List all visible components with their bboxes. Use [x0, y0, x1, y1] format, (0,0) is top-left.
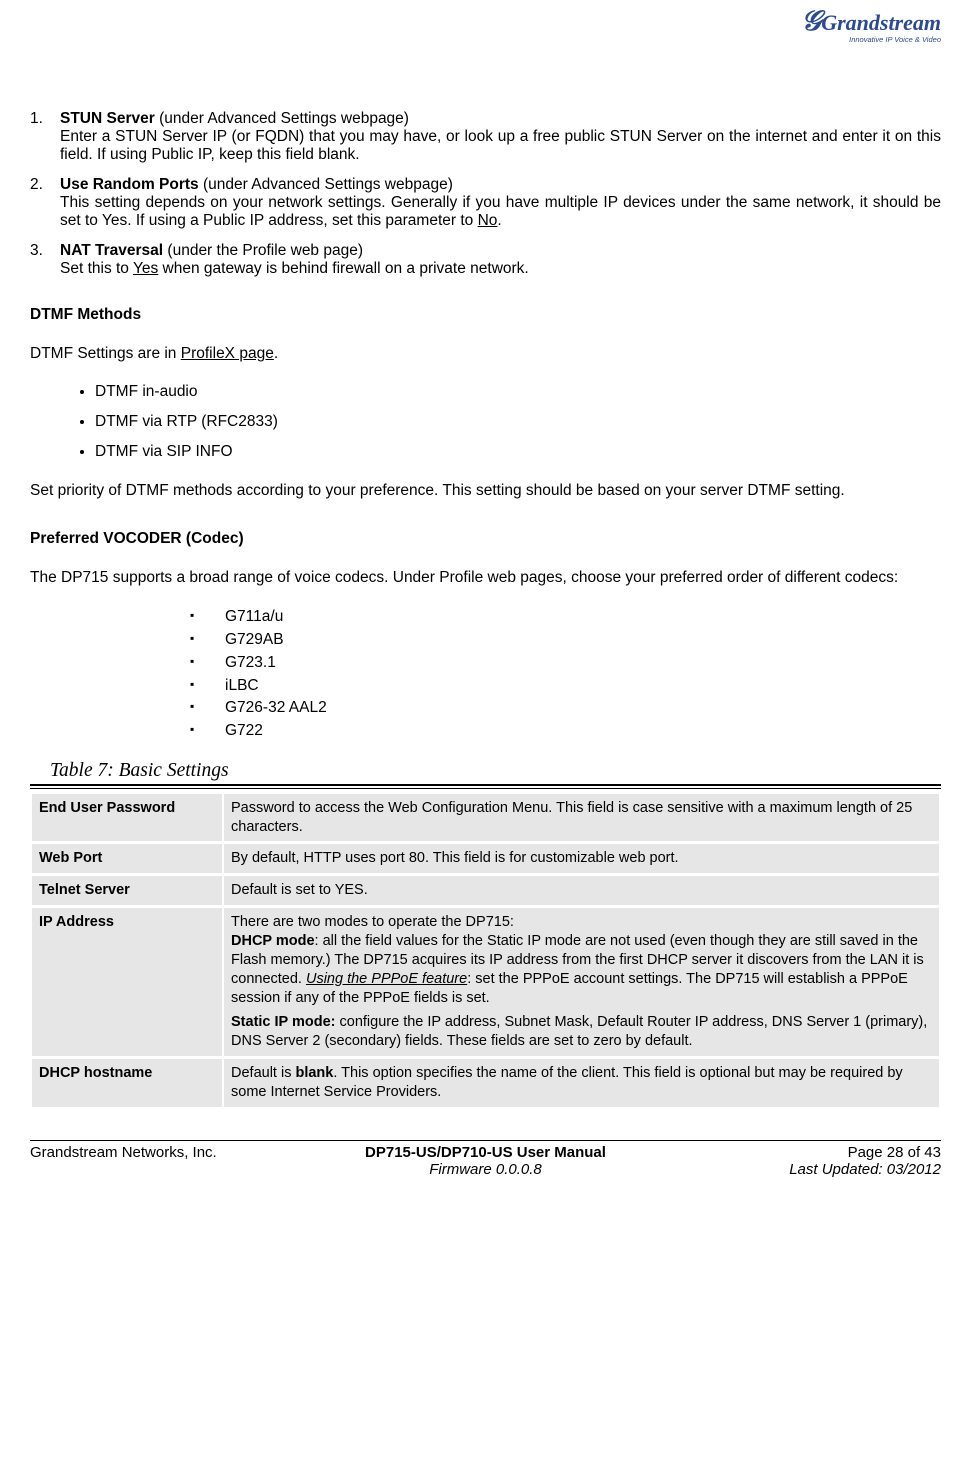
item-number: 1. [30, 110, 60, 128]
footer-company: Grandstream Networks, Inc. [30, 1144, 290, 1161]
footer-manual: DP715-US/DP710-US User Manual [290, 1144, 680, 1161]
item-title: NAT Traversal [60, 242, 163, 259]
logo-tagline: Innovative IP Voice & Video [801, 35, 941, 44]
setting-label: Web Port [32, 844, 222, 873]
page-footer: Grandstream Networks, Inc. DP715-US/DP71… [30, 1140, 941, 1178]
setting-label: DHCP hostname [32, 1059, 222, 1107]
list-item: 2. Use Random Ports (under Advanced Sett… [30, 176, 941, 230]
item-title-suffix: (under the Profile web page) [163, 242, 363, 259]
list-item: 1. STUN Server (under Advanced Settings … [30, 110, 941, 164]
settings-table: End User Password Password to access the… [30, 791, 941, 1110]
item-body-post: . [497, 212, 501, 229]
ip-intro: There are two modes to operate the DP715… [231, 914, 514, 930]
item-body-u: Yes [133, 260, 158, 277]
codec-item: G726-32 AAL2 [190, 698, 941, 719]
numbered-list: 1. STUN Server (under Advanced Settings … [30, 110, 941, 278]
vocoder-codec-list: G711a/u G729AB G723.1 iLBC G726-32 AAL2 … [30, 607, 941, 743]
table-rule-inner [30, 788, 941, 789]
setting-desc: Default is blank. This option specifies … [224, 1059, 939, 1107]
item-title-suffix: (under Advanced Settings webpage) [199, 176, 453, 193]
item-number: 3. [30, 242, 60, 260]
dtmf-heading: DTMF Methods [30, 306, 941, 324]
footer-page: Page 28 of 43 [681, 1144, 941, 1161]
vocoder-heading: Preferred VOCODER (Codec) [30, 530, 941, 548]
table-row: IP Address There are two modes to operat… [32, 908, 939, 1056]
table-caption: Table 7: Basic Settings [50, 760, 941, 782]
dtmf-method: DTMF via SIP INFO [95, 443, 941, 461]
codec-item: iLBC [190, 676, 941, 697]
vocoder-intro: The DP715 supports a broad range of voic… [30, 568, 941, 589]
setting-label: End User Password [32, 794, 222, 842]
item-title-suffix: (under Advanced Settings webpage) [155, 110, 409, 127]
table-row: Telnet Server Default is set to YES. [32, 876, 939, 905]
ip-pppoe-label: Using the PPPoE feature [306, 971, 467, 987]
ip-static-label: Static IP mode: [231, 1014, 335, 1030]
ip-static-text: configure the IP address, Subnet Mask, D… [231, 1014, 927, 1049]
table-row: DHCP hostname Default is blank. This opt… [32, 1059, 939, 1107]
codec-item: G711a/u [190, 607, 941, 628]
setting-desc: By default, HTTP uses port 80. This fiel… [224, 844, 939, 873]
setting-label: Telnet Server [32, 876, 222, 905]
item-body: Enter a STUN Server IP (or FQDN) that yo… [60, 128, 941, 163]
item-number: 2. [30, 176, 60, 194]
dtmf-method: DTMF via RTP (RFC2833) [95, 413, 941, 431]
brand-logo: 𝒢Grandstream Innovative IP Voice & Video [801, 8, 941, 44]
ip-dhcp-label: DHCP mode [231, 933, 315, 949]
dtmf-intro: DTMF Settings are in ProfileX page. [30, 344, 941, 365]
dtmf-intro-u: ProfileX page [181, 345, 274, 362]
item-body-pre: Set this to [60, 260, 133, 277]
table-row: Web Port By default, HTTP uses port 80. … [32, 844, 939, 873]
item-body-post: when gateway is behind firewall on a pri… [158, 260, 528, 277]
dhcp-pre: Default is [231, 1065, 295, 1081]
footer-updated: Last Updated: 03/2012 [681, 1161, 941, 1178]
dtmf-methods-list: DTMF in-audio DTMF via RTP (RFC2833) DTM… [30, 383, 941, 461]
list-item: 3. NAT Traversal (under the Profile web … [30, 242, 941, 278]
codec-item: G722 [190, 721, 941, 742]
codec-item: G723.1 [190, 653, 941, 674]
dhcp-bold: blank [295, 1065, 333, 1081]
logo-brand: Grandstream [821, 10, 941, 35]
dtmf-intro-pre: DTMF Settings are in [30, 345, 181, 362]
dtmf-outro: Set priority of DTMF methods according t… [30, 481, 941, 502]
item-title: Use Random Ports [60, 176, 199, 193]
codec-item: G729AB [190, 630, 941, 651]
setting-desc: Password to access the Web Configuration… [224, 794, 939, 842]
setting-desc-ip: There are two modes to operate the DP715… [224, 908, 939, 1056]
footer-firmware: Firmware 0.0.0.8 [290, 1161, 680, 1178]
setting-label: IP Address [32, 908, 222, 1056]
setting-desc: Default is set to YES. [224, 876, 939, 905]
dtmf-method: DTMF in-audio [95, 383, 941, 401]
table-rule-outer [30, 784, 941, 786]
item-title: STUN Server [60, 110, 155, 127]
dtmf-intro-post: . [274, 345, 278, 362]
table-row: End User Password Password to access the… [32, 794, 939, 842]
item-body-u: No [478, 212, 498, 229]
